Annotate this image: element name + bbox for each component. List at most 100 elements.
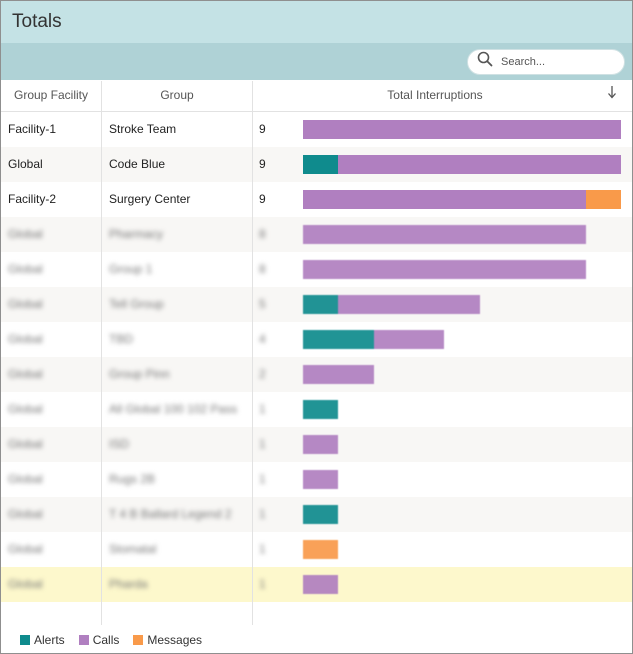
- total-interruptions-value: 1: [259, 507, 266, 521]
- interruptions-bar[interactable]: [303, 365, 374, 384]
- legend-swatch: [133, 635, 144, 645]
- table-row[interactable]: Global Pharda 1: [1, 567, 632, 602]
- legend-item-alerts[interactable]: Alerts: [20, 633, 65, 647]
- group-cell: Pharmacy: [109, 227, 164, 241]
- panel-title: Totals: [1, 1, 632, 43]
- calls-segment: [338, 155, 621, 174]
- total-interruptions-value: 9: [259, 157, 266, 171]
- alerts-segment: [303, 295, 339, 314]
- alerts-segment: [303, 400, 339, 419]
- group-facility-cell: Global: [8, 297, 43, 311]
- table-body: Facility-1 Stroke Team 9 Global Code Blue 9 Fa…: [1, 112, 632, 602]
- group-facility-cell: Facility-1: [8, 122, 57, 136]
- calls-segment: [338, 295, 480, 314]
- group-facility-cell: Global: [8, 577, 43, 591]
- column-header-group-facility[interactable]: Group Facility: [13, 88, 89, 102]
- calls-segment: [303, 575, 339, 594]
- messages-segment: [303, 540, 339, 559]
- table-row[interactable]: Global Stomatal 1: [1, 532, 632, 567]
- messages-segment: [585, 190, 621, 209]
- search-box[interactable]: [467, 48, 625, 75]
- table-row[interactable]: Global Pharmacy 8: [1, 217, 632, 252]
- group-cell: Group 1: [109, 262, 153, 276]
- calls-segment: [373, 330, 445, 349]
- total-interruptions-value: 1: [259, 542, 266, 556]
- table-row[interactable]: Global TBD 4: [1, 322, 632, 357]
- total-interruptions-value: 9: [259, 192, 266, 206]
- group-cell: Group Pinn: [109, 367, 170, 381]
- group-cell: Tell Group: [109, 297, 164, 311]
- search-input[interactable]: [499, 54, 613, 69]
- group-cell: ISD: [109, 437, 130, 451]
- group-cell: Surgery Center: [109, 192, 191, 206]
- total-interruptions-value: 4: [259, 332, 266, 346]
- interruptions-bar[interactable]: [303, 155, 621, 174]
- legend-swatch: [20, 635, 30, 645]
- interruptions-bar[interactable]: [303, 260, 586, 279]
- interruptions-bar[interactable]: [303, 435, 339, 454]
- group-cell: Code Blue: [109, 157, 166, 171]
- interruptions-bar[interactable]: [303, 225, 586, 244]
- legend-swatch: [78, 635, 89, 645]
- table-row[interactable]: Global Tell Group 5: [1, 287, 632, 322]
- table-row[interactable]: Global All Global 100 102 Pass 1: [1, 392, 632, 427]
- sort-arrow-down-icon[interactable]: [606, 80, 618, 111]
- calls-segment: [303, 435, 339, 454]
- total-interruptions-value: 1: [259, 437, 266, 451]
- interruptions-bar[interactable]: [303, 400, 339, 419]
- group-cell: Pharda: [109, 577, 148, 591]
- group-facility-cell: Global: [8, 402, 43, 416]
- calls-segment: [303, 225, 586, 244]
- group-facility-cell: Global: [8, 367, 43, 381]
- calls-segment: [303, 120, 621, 139]
- total-interruptions-value: 9: [259, 122, 266, 136]
- chart-legend: Alerts Calls Messages: [20, 633, 216, 647]
- column-header-total-interruptions[interactable]: Total Interruptions: [387, 88, 483, 102]
- total-interruptions-value: 1: [259, 577, 266, 591]
- legend-item-messages[interactable]: Messages: [133, 633, 202, 647]
- calls-segment: [303, 365, 374, 384]
- interruptions-bar[interactable]: [303, 540, 339, 559]
- group-facility-cell: Facility-2: [8, 192, 57, 206]
- total-interruptions-value: 2: [259, 367, 266, 381]
- interruptions-bar[interactable]: [303, 505, 339, 524]
- total-interruptions-value: 1: [259, 472, 266, 486]
- table-row[interactable]: Global Rugs 2B 1: [1, 462, 632, 497]
- group-cell: All Global 100 102 Pass: [109, 402, 238, 416]
- group-facility-cell: Global: [8, 507, 43, 521]
- calls-segment: [303, 260, 586, 279]
- table-row[interactable]: Facility-2 Surgery Center 9: [1, 182, 632, 217]
- table-row[interactable]: Global Group 1 8: [1, 252, 632, 287]
- group-facility-cell: Global: [8, 437, 43, 451]
- group-facility-cell: Global: [8, 472, 43, 486]
- alerts-segment: [303, 505, 339, 524]
- total-interruptions-value: 1: [259, 402, 266, 416]
- toolbar: [1, 43, 632, 80]
- group-facility-cell: Global: [8, 262, 43, 276]
- total-interruptions-value: 5: [259, 297, 266, 311]
- search-icon: [477, 51, 493, 72]
- group-cell: Stomatal: [109, 542, 157, 556]
- legend-label: Messages: [147, 633, 203, 647]
- interruptions-bar[interactable]: [303, 190, 621, 209]
- interruptions-bar[interactable]: [303, 295, 480, 314]
- calls-segment: [303, 190, 586, 209]
- interruptions-bar[interactable]: [303, 470, 339, 489]
- interruptions-bar[interactable]: [303, 575, 339, 594]
- column-header-group[interactable]: Group: [160, 88, 194, 102]
- total-interruptions-value: 8: [259, 262, 266, 276]
- table-row[interactable]: Global ISD 1: [1, 427, 632, 462]
- interruptions-bar[interactable]: [303, 120, 621, 139]
- calls-segment: [303, 470, 339, 489]
- table-row[interactable]: Global T 4 B Ballard Legend 2 1: [1, 497, 632, 532]
- table-row[interactable]: Global Group Pinn 2: [1, 357, 632, 392]
- legend-item-calls[interactable]: Calls: [78, 633, 119, 647]
- table-row[interactable]: Global Code Blue 9: [1, 147, 632, 182]
- alerts-segment: [303, 330, 374, 349]
- table-row[interactable]: Facility-1 Stroke Team 9: [1, 112, 632, 147]
- interruptions-bar[interactable]: [303, 330, 445, 349]
- alerts-segment: [303, 155, 339, 174]
- legend-label: Alerts: [34, 633, 65, 647]
- group-cell: Stroke Team: [109, 122, 177, 136]
